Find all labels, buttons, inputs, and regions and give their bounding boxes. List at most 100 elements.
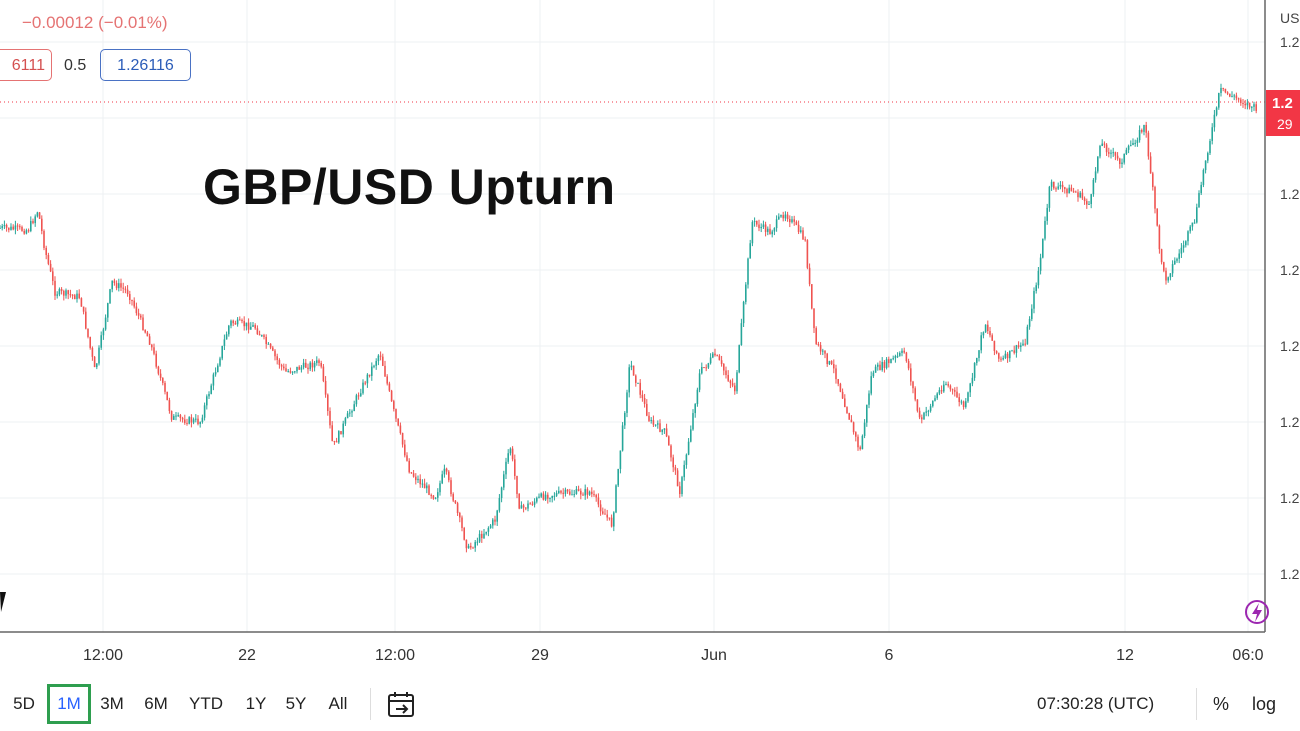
calendar-goto-icon[interactable] xyxy=(386,690,418,720)
candle-body xyxy=(32,221,34,224)
candle-body xyxy=(430,494,432,496)
candle-body xyxy=(269,343,272,348)
range-1y-button[interactable]: 1Y xyxy=(245,694,267,713)
candle-body xyxy=(786,214,789,220)
candle-body xyxy=(300,367,303,370)
range-3m-button[interactable]: 3M xyxy=(100,694,124,713)
candle-body xyxy=(54,280,56,296)
candle-body xyxy=(1081,192,1084,199)
candle-body xyxy=(164,382,166,392)
candle-body xyxy=(731,383,734,386)
candle-body xyxy=(379,355,382,357)
range-6m-button[interactable]: 6M xyxy=(144,694,168,713)
candle-body xyxy=(1077,192,1079,198)
candle-body xyxy=(591,491,593,495)
candle-body xyxy=(25,230,28,234)
candle-body xyxy=(419,478,421,485)
candle-body xyxy=(195,418,197,420)
candle-body xyxy=(14,225,17,230)
sell-price-button[interactable]: 6111 xyxy=(0,49,52,81)
candle-body xyxy=(971,377,974,384)
candle-body xyxy=(472,547,474,549)
candle-body xyxy=(558,490,560,494)
range-ytd-button[interactable]: YTD xyxy=(189,694,223,713)
price-change: −0.00012 (−0.01%) xyxy=(22,13,168,32)
candle-body xyxy=(19,226,21,228)
log-scale-button[interactable]: log xyxy=(1252,694,1277,714)
candle-body xyxy=(421,483,424,485)
candle-body xyxy=(767,228,769,232)
candle-body xyxy=(1222,87,1224,89)
candle-body xyxy=(1057,186,1059,189)
utc-clock[interactable]: 07:30:28 (UTC) xyxy=(1037,694,1155,713)
candle-body xyxy=(769,228,771,235)
candle-body xyxy=(613,512,615,527)
range-5d-button[interactable]: 5D xyxy=(13,694,35,713)
price-tick-label: 1.2 xyxy=(1280,490,1300,506)
candle-body xyxy=(562,492,564,494)
candle-body xyxy=(1101,143,1103,146)
candle-body xyxy=(166,391,168,401)
candle-body xyxy=(120,283,122,288)
range-5y-button[interactable]: 5Y xyxy=(285,694,307,713)
percent-scale-button[interactable]: % xyxy=(1213,694,1230,714)
candle-body xyxy=(998,353,1000,359)
candle-body xyxy=(597,497,600,505)
candle-body xyxy=(1108,152,1110,154)
candle-body xyxy=(663,428,666,430)
candle-body xyxy=(533,501,536,505)
price-tick-label: 1.2 xyxy=(1280,186,1300,202)
candle-body xyxy=(197,418,199,425)
candle-body xyxy=(80,298,83,307)
last-price-tag: 1.2 xyxy=(1272,95,1293,112)
candle-body xyxy=(201,417,204,423)
candle-body xyxy=(1011,350,1013,352)
candle-body xyxy=(503,474,505,488)
candle-body xyxy=(705,367,707,369)
candle-body xyxy=(74,295,76,300)
candle-body xyxy=(142,317,144,331)
candle-body xyxy=(1097,156,1099,172)
candle-body xyxy=(1132,143,1134,146)
candle-body xyxy=(1105,144,1108,153)
candle-body xyxy=(544,494,547,500)
candle-body xyxy=(445,468,448,472)
candle-body xyxy=(1024,343,1026,345)
price-tick-label: 1.2 xyxy=(1280,414,1300,430)
candle-body xyxy=(819,345,822,352)
candle-body xyxy=(452,494,454,501)
candle-body xyxy=(199,422,201,425)
candle-body xyxy=(923,412,925,420)
candle-body xyxy=(505,461,507,475)
candle-body xyxy=(184,419,186,423)
candle-body xyxy=(265,336,267,345)
candle-body xyxy=(881,361,883,371)
candle-body xyxy=(740,323,743,346)
candle-body xyxy=(518,493,520,509)
lightning-icon[interactable] xyxy=(1245,600,1269,624)
candle-body xyxy=(870,376,872,394)
candle-body xyxy=(857,436,859,448)
candle-body xyxy=(162,377,164,383)
candle-body xyxy=(450,480,452,495)
candle-body xyxy=(124,288,127,290)
candle-body xyxy=(879,364,881,371)
candle-body xyxy=(45,247,47,256)
range-all-button[interactable]: All xyxy=(328,694,348,713)
candle-body xyxy=(925,411,927,413)
candle-body xyxy=(408,460,410,473)
candle-body xyxy=(181,417,184,420)
candle-body xyxy=(784,214,787,219)
price-tick-label: 1.2 xyxy=(1280,262,1300,278)
candle-body xyxy=(494,519,496,522)
candle-body xyxy=(1248,102,1251,108)
candle-body xyxy=(296,366,298,372)
candle-body xyxy=(366,374,369,384)
candle-body xyxy=(390,390,393,402)
buy-price-button[interactable]: 1.26116 xyxy=(100,49,191,81)
range-1m-button[interactable]: 1M xyxy=(47,684,91,724)
candle-body xyxy=(122,287,124,289)
candle-body xyxy=(333,440,336,442)
candle-body xyxy=(1193,222,1196,224)
